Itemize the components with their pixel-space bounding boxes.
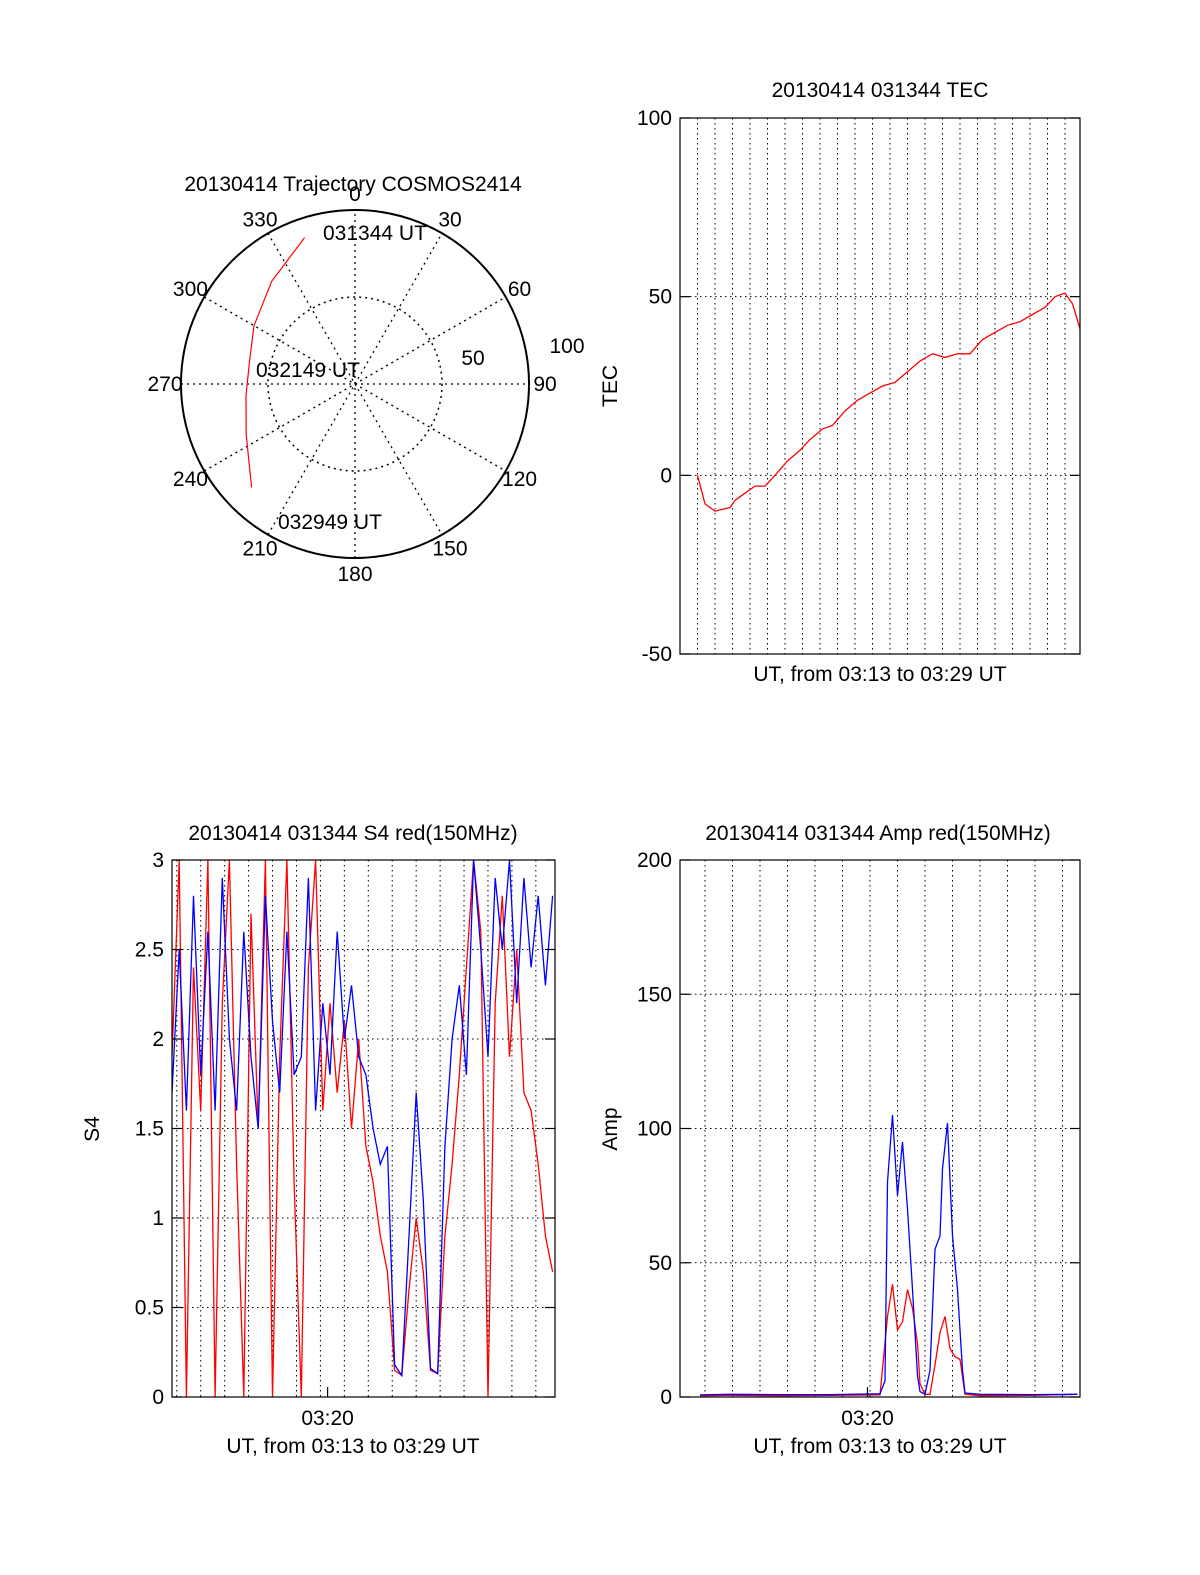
s4-y-tick-labels: 0 0.5 1 1.5 2 2.5 3 xyxy=(135,849,164,1409)
polar-angle-label: 120 xyxy=(502,468,537,491)
polar-spoke-150 xyxy=(267,232,443,536)
s4-y-tick-label: 0 xyxy=(152,1386,164,1409)
tec-series-line-1 xyxy=(696,292,1080,512)
amp-x-tick-label: 03:20 xyxy=(841,1407,894,1430)
tec-title: 20130414 031344 TEC xyxy=(772,79,989,102)
s4-title: 20130414 031344 S4 red(150MHz) xyxy=(188,822,517,845)
s4-series-line-2 xyxy=(172,860,554,1378)
tec-y-tick-label: 100 xyxy=(637,107,672,130)
s4-y-tick-label: 1.5 xyxy=(135,1118,164,1141)
polar-panel: 20130414 Trajectory COSMOS2414 0 30 60 90 12… xyxy=(147,173,584,586)
amp-y-tick-label: 200 xyxy=(637,849,672,872)
amp-x-axis-label: UT, from 03:13 to 03:29 UT xyxy=(753,1435,1006,1458)
amp-y-tick-labels: 0 50 100 150 200 xyxy=(637,849,672,1409)
s4-series xyxy=(172,860,554,1397)
polar-title: 20130414 Trajectory COSMOS2414 xyxy=(184,173,522,196)
s4-grid xyxy=(172,860,555,1397)
polar-angle-label: 270 xyxy=(147,373,182,396)
polar-angle-label: 90 xyxy=(533,373,556,396)
tec-series xyxy=(696,292,1080,512)
s4-x-tick-label: 03:20 xyxy=(301,1407,354,1430)
s4-y-tick-label: 2.5 xyxy=(135,939,164,962)
s4-y-tick-label: 1 xyxy=(152,1207,164,1230)
tec-y-tick-label: -50 xyxy=(642,643,672,666)
amp-x-tick-labels: 03:20 xyxy=(841,1407,894,1430)
s4-panel: 20130414 031344 S4 red(150MHz) 0 0.5 1 1.5 2… xyxy=(81,822,556,1458)
polar-spokes xyxy=(181,210,529,558)
polar-angle-label: 60 xyxy=(508,278,531,301)
tec-panel: 20130414 031344 TEC -50 0 50 100 UT, from 0… xyxy=(599,79,1081,686)
polar-angle-label: 240 xyxy=(173,468,208,491)
amp-series-line-2 xyxy=(699,1115,1078,1396)
amp-title: 20130414 031344 Amp red(150MHz) xyxy=(705,822,1051,845)
polar-angle-label: 0 xyxy=(349,183,361,206)
polar-angle-label: 150 xyxy=(432,538,467,561)
polar-angle-label: 180 xyxy=(337,563,372,586)
trajectory-end-label: 032949 UT xyxy=(278,511,382,534)
tec-x-axis-label: UT, from 03:13 to 03:29 UT xyxy=(753,663,1006,686)
s4-y-tick-label: 0.5 xyxy=(135,1297,164,1320)
tec-grid xyxy=(680,118,1080,654)
polar-angle-label: 330 xyxy=(242,208,277,231)
amp-series xyxy=(699,1115,1078,1397)
amp-y-tick-label: 150 xyxy=(637,983,672,1006)
tec-y-tick-label: 0 xyxy=(660,464,672,487)
tec-y-tick-labels: -50 0 50 100 xyxy=(637,107,672,666)
s4-series-line-1 xyxy=(172,860,554,1397)
polar-angle-label: 210 xyxy=(242,538,277,561)
tec-y-tick-label: 50 xyxy=(649,286,672,309)
trajectory-line xyxy=(245,237,306,488)
amp-y-tick-label: 0 xyxy=(660,1386,672,1409)
tec-ticks xyxy=(680,117,1080,655)
amp-series-line-1 xyxy=(699,1284,1078,1397)
amp-y-tick-label: 50 xyxy=(649,1252,672,1275)
polar-angle-labels: 0 30 60 90 120 150 180 210 240 270 300 330 xyxy=(147,183,556,586)
polar-mid-circle xyxy=(267,296,443,472)
amp-y-tick-label: 100 xyxy=(637,1118,672,1141)
tec-y-axis-label: TEC xyxy=(599,365,622,407)
s4-x-tick-labels: 03:20 xyxy=(301,1407,354,1430)
amp-y-axis-label: Amp xyxy=(599,1107,622,1150)
trajectory-start-label: 031344 UT xyxy=(323,222,427,245)
polar-radius-label-100: 100 xyxy=(549,335,584,358)
amp-ticks xyxy=(680,859,1080,1398)
polar-angle-label: 300 xyxy=(173,278,208,301)
amp-grid xyxy=(680,860,1080,1397)
polar-radius-label-50: 50 xyxy=(461,347,484,370)
polar-angle-label: 30 xyxy=(438,208,461,231)
s4-x-axis-label: UT, from 03:13 to 03:29 UT xyxy=(226,1435,479,1458)
s4-ticks xyxy=(172,859,555,1398)
s4-y-tick-label: 3 xyxy=(152,849,164,872)
amp-panel: 20130414 031344 Amp red(150MHz) 0 50 100 15… xyxy=(599,822,1081,1458)
s4-y-tick-label: 2 xyxy=(152,1028,164,1051)
tec-plot-frame xyxy=(679,117,1081,655)
s4-y-axis-label: S4 xyxy=(81,1116,104,1142)
trajectory-mid-label: 032149 UT xyxy=(256,359,360,382)
